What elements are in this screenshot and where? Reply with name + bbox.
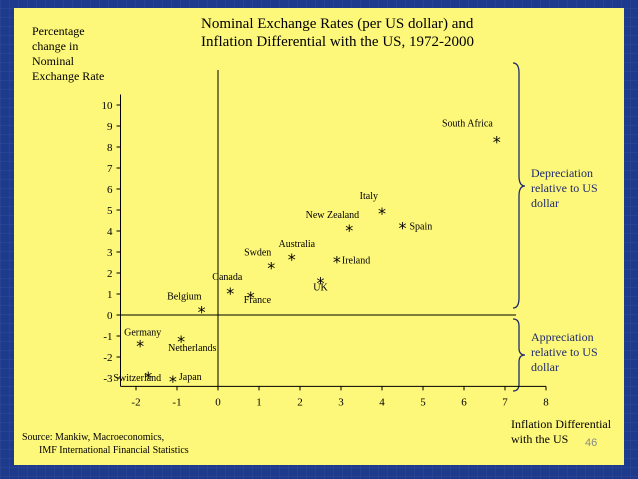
- x-tick-label: 4: [379, 396, 385, 408]
- point-label: Belgium: [167, 292, 202, 303]
- point-marker: *: [177, 332, 185, 351]
- data-points: *South Africa*Italy*New Zealand* Spain*Au…: [113, 119, 500, 391]
- x-axis-label-line1: Inflation Differential: [511, 417, 612, 431]
- chart-title-line2: Inflation Differential with the US, 1972…: [201, 34, 474, 50]
- x-tick-label: 7: [502, 396, 508, 408]
- annotation-depreciation-line3: dollar: [531, 196, 559, 210]
- x-axis-label-line2: with the US: [511, 432, 568, 446]
- point-label: Netherlands: [168, 343, 216, 354]
- point-marker: *: [247, 288, 255, 307]
- source-line1: Source: Mankiw, Macroeconomics,: [22, 432, 164, 443]
- y-axis-label-line2: change in: [32, 39, 78, 53]
- y-tick-label: -2: [103, 352, 112, 364]
- appreciation-brace: [512, 318, 526, 392]
- point-label: New Zealand: [306, 210, 360, 221]
- point-label: UK: [313, 282, 328, 293]
- chart-title-line1: Nominal Exchange Rates (per US dollar) a…: [201, 16, 474, 32]
- x-tick-label: -1: [172, 396, 181, 408]
- point-label: South Africa: [442, 119, 493, 130]
- point-label: Switzerland: [113, 373, 161, 384]
- annotation-appreciation-line3: dollar: [531, 360, 559, 374]
- point-label: Japan: [179, 372, 202, 383]
- x-tick-label: 6: [461, 396, 467, 408]
- point-label: Ireland: [342, 255, 370, 266]
- point-marker: *: [226, 284, 234, 303]
- point-label: Canada: [212, 272, 243, 283]
- point-marker: *: [493, 133, 501, 152]
- y-axis-label-line3: Nominal: [32, 54, 75, 68]
- y-tick-label: 6: [107, 184, 113, 196]
- y-axis-label-line1: Percentage: [32, 24, 85, 38]
- annotation-appreciation-line2: relative to US: [531, 345, 598, 359]
- annotation-depreciation-line2: relative to US: [531, 181, 598, 195]
- x-tick-label: 3: [338, 396, 344, 408]
- point-label: Australia: [278, 239, 315, 250]
- point-marker: *: [378, 204, 386, 223]
- x-tick-label: 8: [543, 396, 549, 408]
- depreciation-brace: [512, 62, 526, 309]
- y-tick-label: 0: [107, 310, 113, 322]
- y-tick-label: -1: [103, 331, 112, 343]
- point-label: Spain: [410, 222, 433, 233]
- annotation-appreciation-line1: Appreciation: [531, 330, 594, 344]
- point-marker: *: [345, 221, 353, 240]
- y-tick-label: 8: [107, 142, 113, 154]
- point-marker: *: [288, 250, 296, 269]
- point-marker: *: [333, 252, 341, 271]
- annotation-depreciation-line1: Depreciation: [531, 166, 593, 180]
- y-axis-label-line4: Exchange Rate: [32, 69, 104, 83]
- y-tick-label: 3: [107, 247, 113, 259]
- y-tick-label: -3: [103, 373, 113, 385]
- point-label: Swden: [244, 248, 271, 259]
- y-tick-label: 9: [107, 121, 113, 133]
- axes: -3 -2 -1 0 1 2 3 4 5 6 7 8 9 10 -2 -1 0 1 2 3 4 5 6 7 8: [102, 70, 549, 408]
- y-tick-label: 10: [102, 100, 114, 112]
- point-marker: *: [136, 336, 144, 355]
- page-number: 46: [585, 437, 598, 449]
- y-tick-label: 2: [107, 268, 113, 280]
- point-label: Italy: [360, 191, 378, 202]
- point-marker: *: [267, 259, 275, 278]
- point-marker: *: [399, 219, 407, 238]
- x-tick-label: 5: [420, 396, 426, 408]
- y-tick-label: 1: [107, 289, 113, 301]
- slide: Nominal Exchange Rates (per US dollar) a…: [14, 8, 624, 465]
- x-tick-label: 1: [256, 396, 262, 408]
- point-label: Germany: [124, 327, 161, 338]
- scatter-chart: Nominal Exchange Rates (per US dollar) a…: [22, 16, 612, 456]
- x-tick-label: 2: [297, 396, 303, 408]
- y-tick-label: 4: [107, 226, 113, 238]
- point-marker: *: [169, 372, 177, 391]
- x-tick-label: -2: [131, 396, 140, 408]
- point-label: France: [244, 295, 272, 306]
- point-marker: *: [317, 273, 325, 292]
- point-marker: *: [198, 303, 206, 322]
- y-tick-label: 5: [107, 205, 113, 217]
- y-tick-label: 7: [107, 163, 113, 175]
- point-marker: *: [144, 368, 152, 387]
- x-tick-label: 0: [215, 396, 221, 408]
- source-line2: IMF International Financial Statistics: [39, 445, 189, 456]
